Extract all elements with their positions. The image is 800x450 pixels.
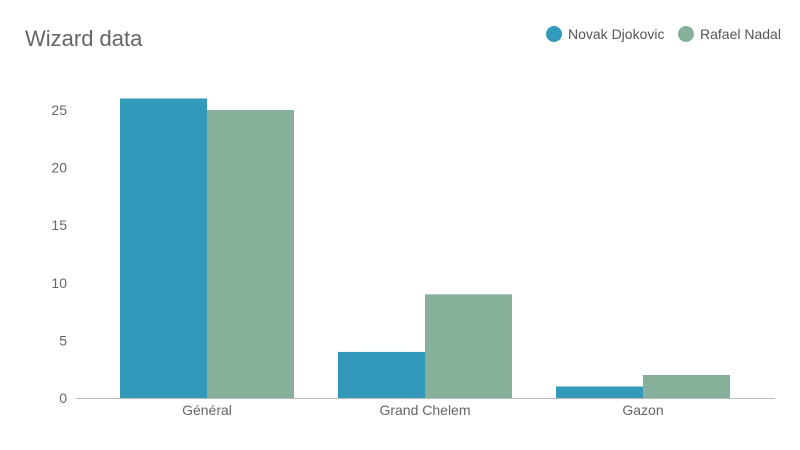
- y-tick-label-10: 10: [51, 275, 67, 291]
- x-tick-label-1: Grand Chelem: [379, 402, 470, 418]
- y-tick-label-5: 5: [59, 332, 67, 348]
- bar-0-1: [207, 110, 294, 398]
- legend-label-0: Novak Djokovic: [568, 26, 664, 42]
- x-tick-label-0: Général: [182, 402, 232, 418]
- bar-2-0: [556, 386, 643, 398]
- bar-2-1: [643, 374, 730, 398]
- chart-title: Wizard data: [25, 26, 143, 51]
- y-tick-label-25: 25: [51, 102, 67, 118]
- legend-swatch-0: [546, 26, 562, 42]
- y-tick-label-15: 15: [51, 217, 67, 233]
- y-tick-label-20: 20: [51, 160, 67, 176]
- x-tick-label-2: Gazon: [622, 402, 663, 418]
- bar-1-1: [425, 294, 512, 398]
- legend-label-1: Rafael Nadal: [700, 26, 781, 42]
- bar-0-0: [120, 98, 207, 398]
- y-tick-label-0: 0: [59, 390, 67, 406]
- legend-swatch-1: [678, 26, 694, 42]
- bar-1-0: [338, 351, 425, 398]
